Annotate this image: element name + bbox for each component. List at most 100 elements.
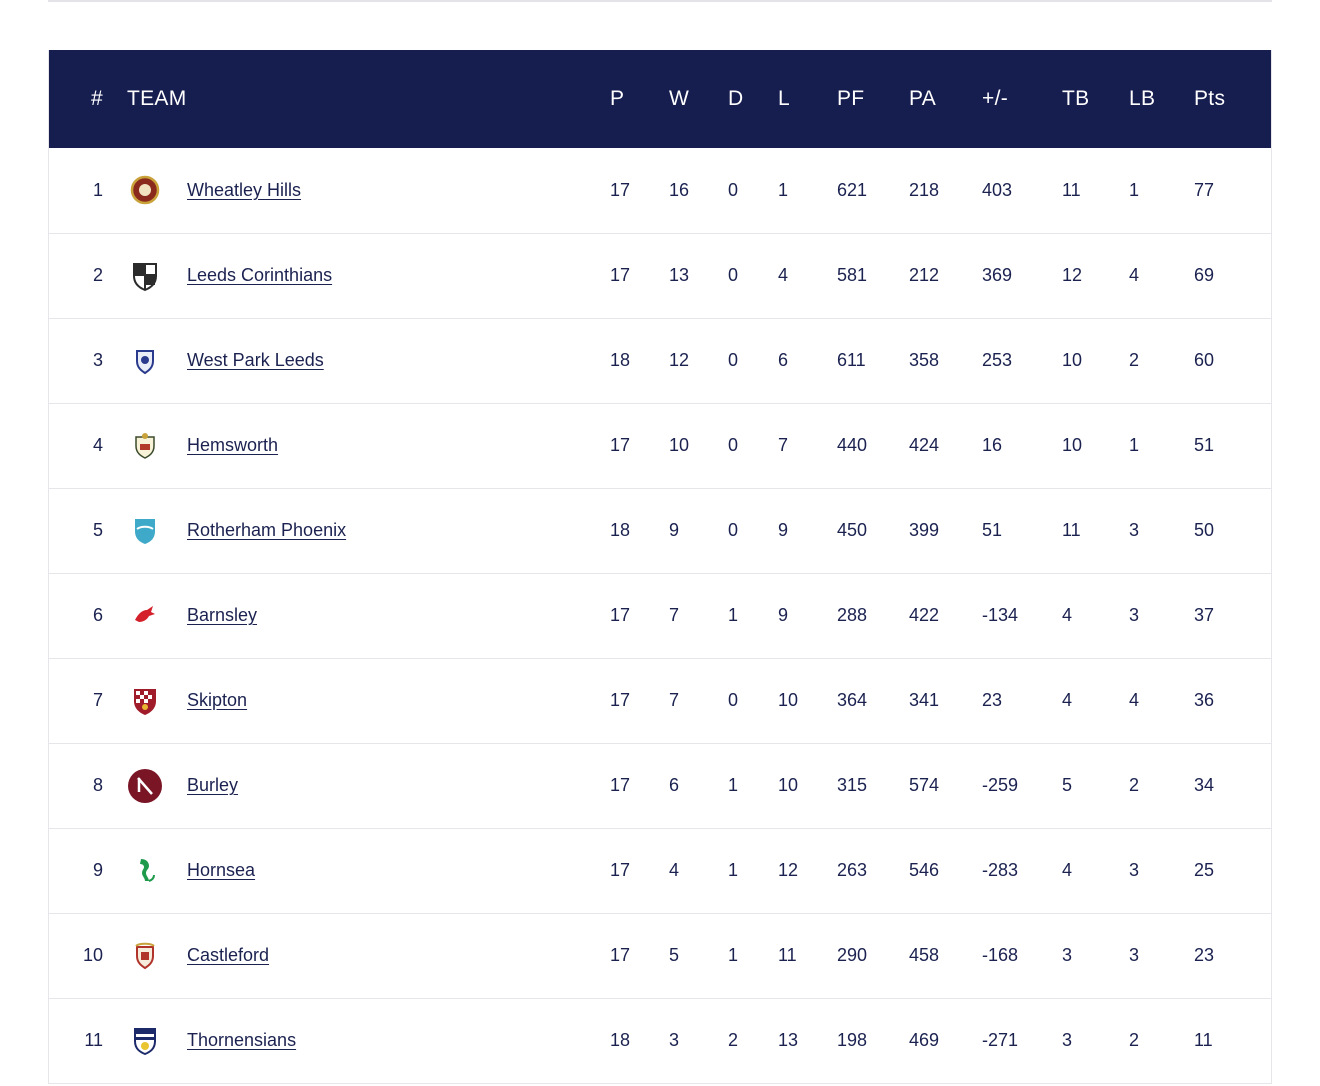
row-try-bonus: 3 [1062, 945, 1073, 965]
wheatley-hills-crest-icon [127, 172, 163, 208]
row-played: 17 [610, 775, 631, 795]
row-points: 50 [1194, 520, 1215, 540]
row-team: Leeds Corinthians [127, 233, 610, 318]
row-position: 5 [92, 520, 103, 540]
row-points-against: 341 [909, 690, 940, 710]
row-points: 69 [1194, 265, 1215, 285]
row-lost: 9 [778, 520, 789, 540]
table-row: 9 Hornsea 17 4 1 12 263 546 -283 4 3 25 [49, 828, 1271, 913]
row-points: 51 [1194, 435, 1215, 455]
row-points-against: 218 [909, 179, 940, 200]
row-won: 7 [669, 690, 680, 710]
table-row: 10 Castleford 17 5 1 11 290 458 -168 3 3 23 [49, 913, 1271, 998]
row-losing-bonus: 4 [1129, 690, 1140, 710]
row-played: 17 [610, 945, 631, 965]
row-points: 36 [1194, 690, 1215, 710]
row-losing-bonus: 2 [1129, 350, 1140, 370]
table-row: 1 Wheatley Hills 17 16 0 1 621 218 403 11 1 77 [49, 148, 1271, 233]
row-difference: -271 [982, 1030, 1019, 1050]
team-link[interactable]: Rotherham Phoenix [187, 520, 347, 540]
team-link[interactable]: Hemsworth [187, 435, 279, 455]
row-drawn: 1 [728, 605, 739, 625]
table-row: 2 Leeds Corinthians 17 13 0 4 581 212 369 12 4 69 [49, 233, 1271, 318]
row-losing-bonus: 3 [1129, 860, 1140, 880]
row-played: 18 [610, 520, 631, 540]
header-points-for: PF [837, 87, 865, 110]
team-link[interactable]: Burley [187, 775, 239, 795]
row-points-for: 621 [837, 179, 868, 200]
row-difference: -134 [982, 605, 1019, 625]
team-link[interactable]: Wheatley Hills [187, 179, 302, 200]
header-difference: +/- [982, 87, 1008, 110]
row-drawn: 1 [728, 775, 739, 795]
castleford-crest-icon [127, 938, 163, 974]
rotherham-phoenix-crest-icon [127, 513, 163, 549]
row-won: 3 [669, 1030, 680, 1050]
row-position: 8 [92, 775, 103, 795]
row-difference: -283 [982, 860, 1019, 880]
burley-crest-icon [127, 768, 163, 804]
row-position: 7 [92, 690, 103, 710]
row-losing-bonus: 1 [1129, 435, 1140, 455]
standings-table: # TEAM P W D L PF PA +/- TB LB Pts 1 Whea… [49, 50, 1271, 1084]
barnsley-crest-icon [127, 598, 163, 634]
row-lost: 11 [778, 945, 797, 965]
row-losing-bonus: 1 [1129, 179, 1140, 200]
row-drawn: 1 [728, 860, 739, 880]
row-points-against: 458 [909, 945, 940, 965]
row-played: 17 [610, 690, 631, 710]
row-points-against: 399 [909, 520, 940, 540]
row-difference: 51 [982, 520, 1003, 540]
row-points: 77 [1194, 179, 1215, 200]
header-won: W [669, 87, 690, 110]
row-try-bonus: 4 [1062, 605, 1073, 625]
team-link[interactable]: Barnsley [187, 605, 258, 625]
row-won: 9 [669, 520, 680, 540]
west-park-leeds-crest-icon [127, 343, 163, 379]
header-played: P [610, 87, 625, 110]
row-team: Hornsea [127, 828, 610, 913]
row-won: 4 [669, 860, 680, 880]
row-drawn: 1 [728, 945, 739, 965]
row-team: Wheatley Hills [127, 148, 610, 233]
row-try-bonus: 4 [1062, 690, 1073, 710]
team-link[interactable]: Thornensians [187, 1030, 297, 1050]
row-points: 37 [1194, 605, 1215, 625]
row-lost: 1 [778, 179, 789, 200]
row-lost: 12 [778, 860, 799, 880]
header-lost: L [778, 87, 790, 110]
row-position: 6 [92, 605, 103, 625]
row-position: 4 [92, 435, 103, 455]
row-points: 60 [1194, 350, 1215, 370]
row-losing-bonus: 3 [1129, 520, 1140, 540]
row-team: Castleford [127, 913, 610, 998]
table-body: 1 Wheatley Hills 17 16 0 1 621 218 403 11 1 77 2 Leed… [49, 148, 1271, 1083]
top-divider [48, 0, 1272, 2]
row-drawn: 0 [728, 350, 739, 370]
row-team: West Park Leeds [127, 318, 610, 403]
table-header: # TEAM P W D L PF PA +/- TB LB Pts [49, 50, 1271, 148]
row-lost: 10 [778, 775, 799, 795]
row-position: 10 [82, 945, 103, 965]
table-row: 11 Thornensians 18 3 2 13 198 469 -271 3 2 11 [49, 998, 1271, 1083]
team-link[interactable]: Castleford [187, 945, 270, 965]
row-difference: -168 [982, 945, 1019, 965]
team-link[interactable]: Hornsea [187, 860, 256, 880]
row-lost: 7 [778, 435, 789, 455]
team-link[interactable]: Leeds Corinthians [187, 265, 333, 285]
row-points-for: 290 [837, 945, 868, 965]
team-link[interactable]: West Park Leeds [187, 350, 324, 370]
team-link[interactable]: Skipton [187, 690, 248, 710]
league-table: # TEAM P W D L PF PA +/- TB LB Pts 1 Whea… [48, 50, 1272, 1084]
row-lost: 10 [778, 690, 799, 710]
header-points: Pts [1194, 87, 1226, 110]
table-row: 5 Rotherham Phoenix 18 9 0 9 450 399 51 11 3 50 [49, 488, 1271, 573]
row-team: Skipton [127, 658, 610, 743]
row-won: 12 [669, 350, 690, 370]
skipton-crest-icon [127, 683, 163, 719]
row-points-against: 424 [909, 435, 940, 455]
row-drawn: 0 [728, 435, 739, 455]
row-try-bonus: 12 [1062, 265, 1083, 285]
header-try-bonus: TB [1062, 87, 1090, 110]
table-row: 4 Hemsworth 17 10 0 7 440 424 16 10 1 51 [49, 403, 1271, 488]
